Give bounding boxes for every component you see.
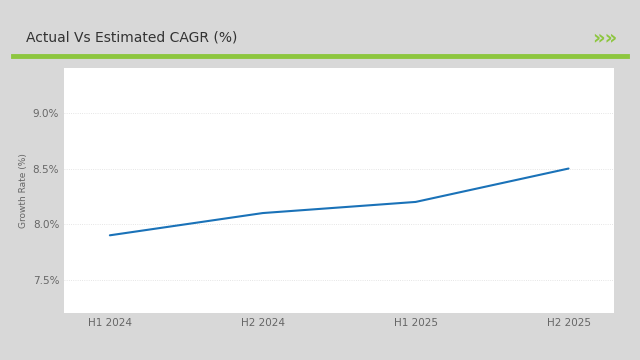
- Y-axis label: Growth Rate (%): Growth Rate (%): [19, 153, 28, 228]
- Text: Actual Vs Estimated CAGR (%): Actual Vs Estimated CAGR (%): [26, 31, 237, 45]
- Text: »»: »»: [593, 28, 618, 47]
